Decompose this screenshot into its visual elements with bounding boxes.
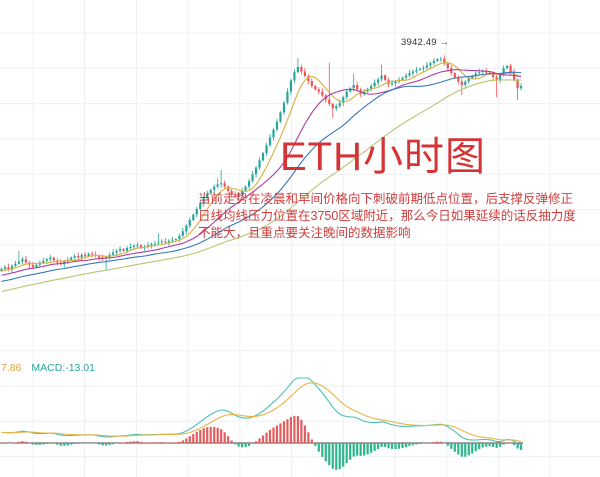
analysis-note-line-1: 当前走势在凌晨和早间价格向下刺破前期低点位置，后支撑反弹修正: [198, 192, 574, 206]
macd-layer: [0, 377, 524, 470]
peak-arrow-icon: →: [439, 37, 450, 48]
ma-lines-layer: [1, 62, 522, 293]
macd-left-value-label: 7.86: [1, 362, 22, 374]
chart-title: ETH小时图: [280, 135, 486, 179]
macd-indicator-label: MACD:-13.01: [31, 362, 95, 374]
analysis-note-line-2: 日线均线压力位置在3750区域附近，那么今日如果延续的话反抽力度: [198, 209, 576, 223]
macd-value-labels: 7.86 MACD:-13.01: [1, 362, 95, 374]
analysis-note-line-3: 不能大，且重点要关注晚间的数据影响: [198, 226, 411, 240]
analysis-note: 当前走势在凌晨和早间价格向下刺破前期低点位置，后支撑反弹修正 日线均线压力位置在…: [198, 191, 576, 242]
peak-price-value: 3942.49: [401, 37, 437, 48]
peak-price-annotation: 3942.49 →: [401, 37, 449, 48]
